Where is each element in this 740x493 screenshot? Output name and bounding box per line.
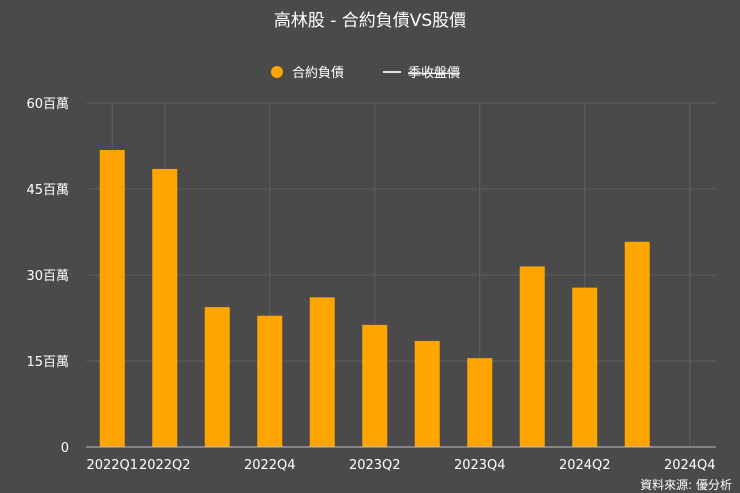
bar-series — [99, 150, 650, 447]
legend: 合約負債 季收盤價 — [271, 66, 460, 81]
y-tick-label: 45百萬 — [26, 183, 69, 198]
y-axis-labels: 0 15百萬 30百萬 45百萬 60百萬 — [26, 97, 69, 456]
y-tick-label: 30百萬 — [26, 269, 69, 284]
y-tick-label: 60百萬 — [26, 97, 69, 112]
bar-2023Q1[interactable] — [309, 297, 335, 447]
bar-2023Q4[interactable] — [467, 358, 493, 447]
grid — [86, 102, 716, 447]
bar-2024Q2[interactable] — [572, 287, 598, 447]
y-tick-label: 0 — [61, 441, 69, 456]
chart-title: 高林股 - 合約負債VS股價 — [274, 11, 466, 31]
x-tick-label: 2022Q1 — [86, 458, 138, 473]
bar-2022Q4[interactable] — [257, 315, 283, 447]
legend-label-close-price: 季收盤價 — [408, 66, 460, 81]
bar-2024Q3[interactable] — [624, 241, 650, 447]
x-tick-label: 2022Q4 — [244, 458, 296, 473]
x-tick-label: 2023Q4 — [454, 458, 506, 473]
legend-marker-contract-liability — [271, 66, 283, 78]
x-tick-label: 2024Q2 — [559, 458, 611, 473]
bar-2022Q2[interactable] — [152, 168, 178, 447]
legend-label-contract-liability: 合約負債 — [292, 66, 344, 81]
bar-2023Q2[interactable] — [362, 324, 388, 447]
x-tick-label: 2022Q2 — [139, 458, 191, 473]
y-tick-label: 15百萬 — [26, 355, 69, 370]
bar-2022Q3[interactable] — [204, 307, 230, 447]
legend-item-contract-liability[interactable]: 合約負債 — [271, 66, 344, 81]
x-tick-label: 2024Q4 — [664, 458, 716, 473]
source-credit: 資料來源: 優分析 — [640, 478, 732, 492]
bar-2024Q1[interactable] — [519, 266, 545, 447]
x-axis-labels: 2022Q1 2022Q2 2022Q4 2023Q2 2023Q4 2024Q2 2024… — [86, 458, 715, 473]
bar-2023Q3[interactable] — [414, 340, 440, 447]
bar-2022Q1[interactable] — [99, 150, 125, 447]
legend-item-close-price[interactable]: 季收盤價 — [383, 66, 460, 81]
x-tick-label: 2023Q2 — [349, 458, 401, 473]
